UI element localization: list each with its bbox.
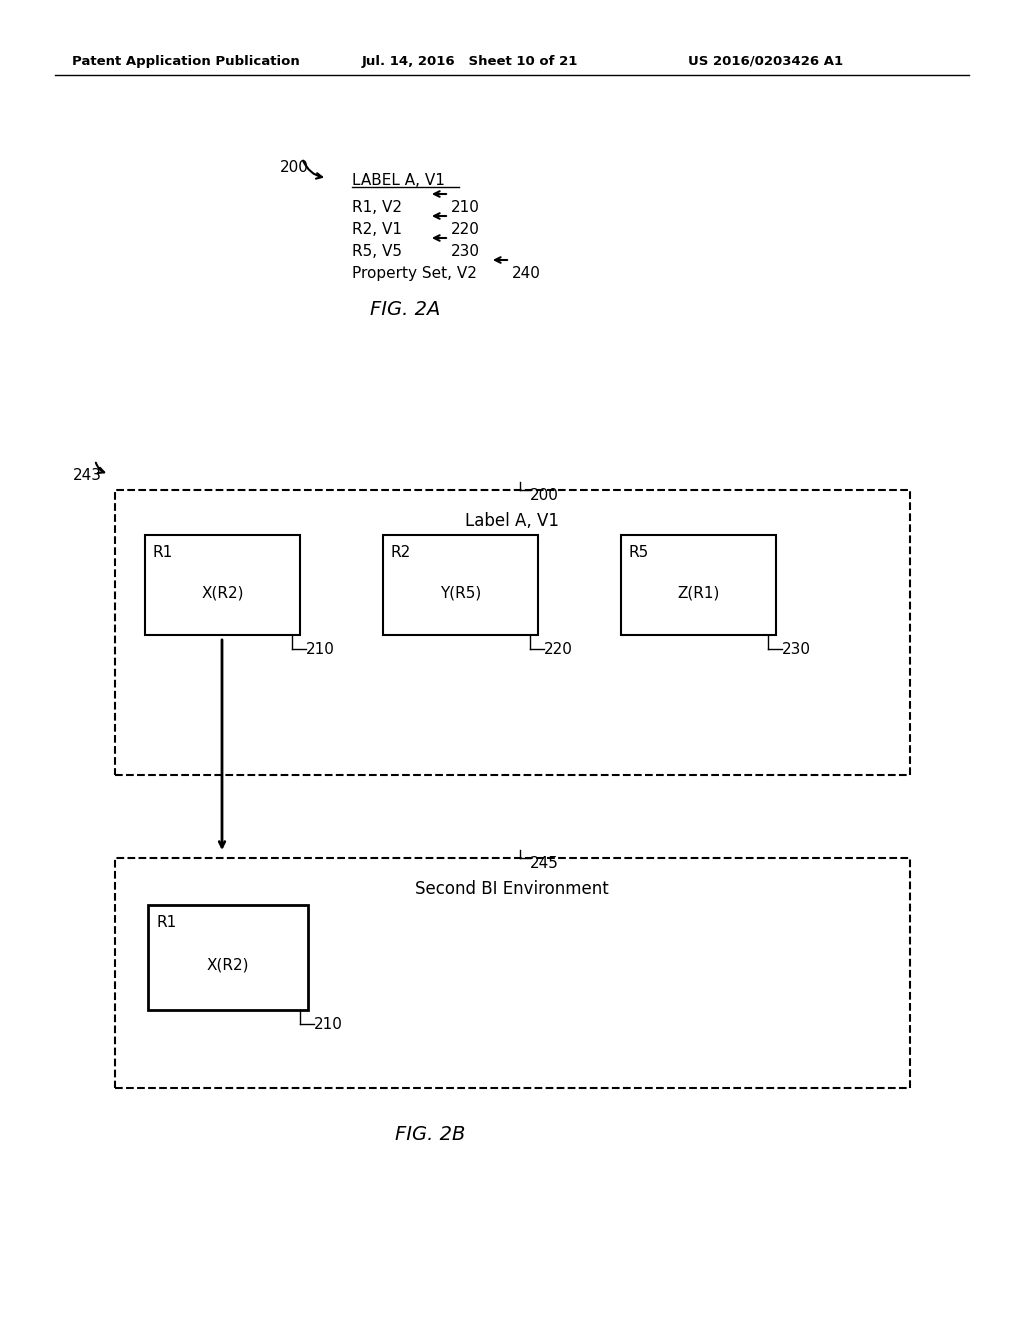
Text: 210: 210 [306, 642, 335, 657]
Bar [115, 490, 910, 775]
Text: R2, V1: R2, V1 [352, 222, 402, 238]
Text: Property Set, V2: Property Set, V2 [352, 267, 477, 281]
Text: US 2016/0203426 A1: US 2016/0203426 A1 [688, 55, 843, 69]
Text: Patent Application Publication: Patent Application Publication [72, 55, 300, 69]
Text: R1, V2: R1, V2 [352, 201, 402, 215]
Text: 200: 200 [280, 160, 309, 176]
Text: 210: 210 [451, 201, 480, 215]
Text: Y(R5): Y(R5) [440, 586, 481, 601]
Text: 230: 230 [782, 642, 811, 657]
Text: Jul. 14, 2016   Sheet 10 of 21: Jul. 14, 2016 Sheet 10 of 21 [362, 55, 579, 69]
Text: Label A, V1: Label A, V1 [465, 512, 559, 531]
Bar [621, 535, 776, 635]
Text: R5: R5 [629, 545, 649, 560]
Text: 230: 230 [451, 244, 480, 259]
Text: 243: 243 [73, 469, 102, 483]
Text: 210: 210 [314, 1016, 343, 1032]
Text: 220: 220 [544, 642, 572, 657]
Bar [115, 858, 910, 1088]
Text: 245: 245 [530, 855, 559, 871]
Text: 220: 220 [451, 222, 480, 238]
Text: FIG. 2B: FIG. 2B [395, 1125, 465, 1144]
Text: R5, V5: R5, V5 [352, 244, 402, 259]
Text: 200: 200 [530, 488, 559, 503]
Text: R2: R2 [391, 545, 412, 560]
Text: X(R2): X(R2) [207, 958, 249, 973]
Text: Second BI Environment: Second BI Environment [415, 880, 609, 898]
Text: Z(R1): Z(R1) [677, 586, 720, 601]
Bar [383, 535, 538, 635]
Text: R1: R1 [153, 545, 173, 560]
Text: R1: R1 [156, 915, 176, 931]
Text: X(R2): X(R2) [202, 586, 244, 601]
Text: LABEL A, V1: LABEL A, V1 [352, 173, 444, 187]
Text: 240: 240 [512, 267, 541, 281]
Text: FIG. 2A: FIG. 2A [370, 300, 440, 319]
Bar [145, 535, 300, 635]
Bar [148, 906, 308, 1010]
